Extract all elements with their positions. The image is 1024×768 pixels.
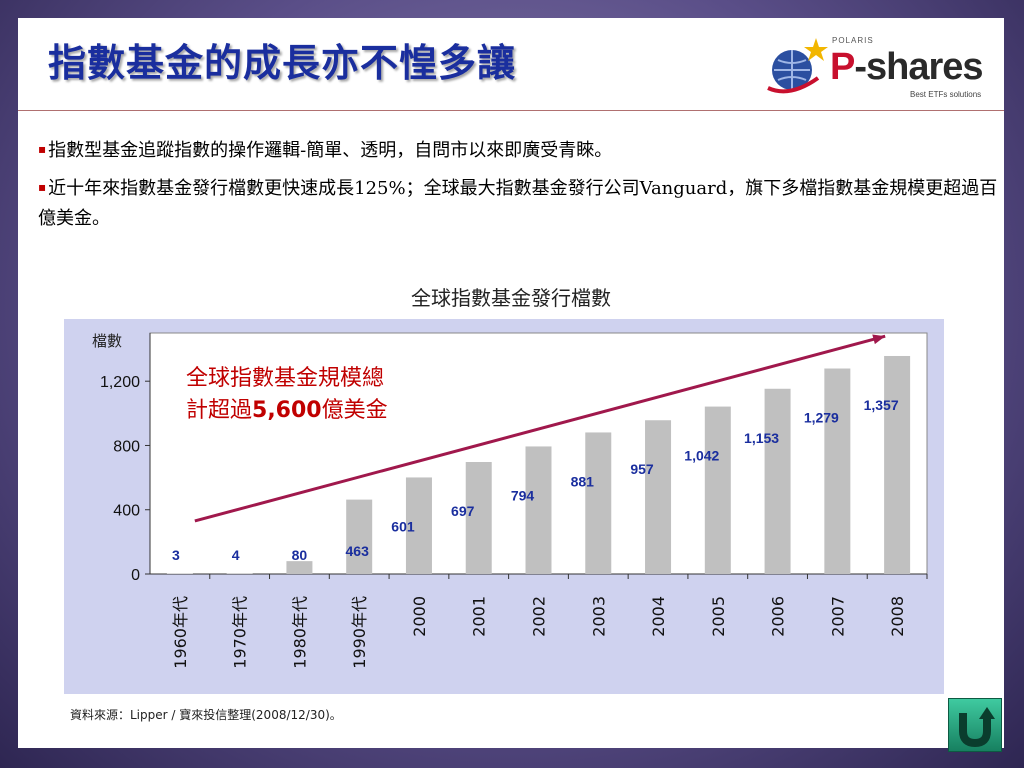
x-tick-label: 1990年代 xyxy=(350,596,369,669)
bullet-marker: ▪ xyxy=(38,142,47,156)
data-label: 881 xyxy=(571,473,595,489)
bar xyxy=(405,477,432,574)
x-tick-label: 2006 xyxy=(769,596,788,637)
bar xyxy=(346,499,373,574)
trend-arrow-line xyxy=(194,334,886,523)
y-tick-label: 400 xyxy=(113,503,140,520)
logo-brand-p: P xyxy=(830,46,855,88)
data-label: 794 xyxy=(511,487,535,503)
globe-star-icon xyxy=(767,38,828,94)
back-button[interactable] xyxy=(948,698,1002,752)
chart-title: 全球指數基金發行檔數 xyxy=(411,286,611,310)
bar xyxy=(585,432,612,574)
bullet-text: 指數型基金追蹤指數的操作邏輯-簡單、透明，自問市以來即廣受青睞。 xyxy=(48,140,613,161)
data-label: 4 xyxy=(232,547,240,563)
logo: POLARIS P-shares Best ETFs solutions xyxy=(760,32,992,102)
x-tick-label: 2003 xyxy=(589,596,608,637)
slide: 指數基金的成長亦不惶多讓 POLARIS P-shares Best ETFs … xyxy=(18,18,1004,752)
annotation-line-2: 計超過5,600億美金 xyxy=(186,398,388,423)
data-label: 3 xyxy=(172,547,180,563)
bullet-marker: ▪ xyxy=(38,180,47,194)
data-label: 957 xyxy=(630,461,654,477)
logo-top-text: POLARIS xyxy=(832,36,874,45)
bullet-text: 近十年來指數基金發行檔數更快速成長125%；全球最大指數基金發行公司Vangua… xyxy=(38,178,998,229)
data-label: 463 xyxy=(346,543,370,559)
x-tick-label: 1980年代 xyxy=(290,596,309,669)
bar xyxy=(824,368,851,574)
bar-chart: 檔數 0 400 800 1,200 3 1960年代 4 1970年代 80 1980年代 463 1… xyxy=(92,332,928,669)
data-label: 697 xyxy=(451,503,475,519)
x-tick-label: 2002 xyxy=(530,596,549,637)
logo-tagline: Best ETFs solutions xyxy=(910,90,982,99)
annotation-part: 計超過 xyxy=(186,398,252,423)
bar xyxy=(226,573,253,574)
u-turn-arrow-icon xyxy=(959,707,995,748)
bar xyxy=(286,561,313,574)
bar xyxy=(884,355,911,574)
annotation-part: 億美金 xyxy=(322,398,388,423)
logo-brand-rest: -shares xyxy=(854,46,983,88)
data-label: 80 xyxy=(292,547,308,563)
annotation-line-1: 全球指數基金規模總 xyxy=(186,366,384,391)
bullet-list: ▪ 指數型基金追蹤指數的操作邏輯-簡單、透明，自問市以來即廣受青睞。 ▪ 近十年來指… xyxy=(38,134,998,240)
x-tick-label: 1960年代 xyxy=(171,596,190,669)
data-label: 1,279 xyxy=(804,410,839,426)
bar xyxy=(525,446,552,574)
y-tick-label: 0 xyxy=(131,567,140,584)
page-title: 指數基金的成長亦不惶多讓 xyxy=(48,41,517,85)
y-tick-label: 1,200 xyxy=(100,374,140,391)
x-tick-label: 2000 xyxy=(410,596,429,637)
data-label: 601 xyxy=(391,518,415,534)
data-label: 1,357 xyxy=(864,397,899,413)
bar xyxy=(764,388,791,574)
x-tick-label: 2008 xyxy=(888,596,907,637)
bar xyxy=(465,462,492,574)
bar xyxy=(645,420,672,574)
data-label: 1,153 xyxy=(744,430,779,446)
bullet-item: ▪ 指數型基金追蹤指數的操作邏輯-簡單、透明，自問市以來即廣受青睞。 xyxy=(38,134,998,166)
x-tick-label: 2004 xyxy=(649,596,668,637)
x-tick-label: 1970年代 xyxy=(231,596,250,669)
bullet-item: ▪ 近十年來指數基金發行檔數更快速成長125%；全球最大指數基金發行公司Vangu… xyxy=(38,172,998,234)
source-note: 資料來源：Lipper / 寶來投信整理(2008/12/30)。 xyxy=(70,708,342,722)
chart-frame: 檔數 0 400 800 1,200 3 1960年代 4 1970年代 80 1980年代 463 1… xyxy=(64,319,944,694)
x-tick-label: 2005 xyxy=(709,596,728,637)
x-tick-label: 2001 xyxy=(470,596,489,637)
annotation-part: 5,600 xyxy=(252,398,322,423)
trend-arrow-head xyxy=(872,334,886,345)
y-axis-label: 檔數 xyxy=(92,332,122,350)
logo-brand: P-shares xyxy=(830,46,984,89)
y-tick-label: 800 xyxy=(113,438,140,455)
title-divider xyxy=(18,110,1004,111)
x-tick-label: 2007 xyxy=(828,596,847,637)
bar xyxy=(704,406,731,574)
data-label: 1,042 xyxy=(684,448,719,464)
